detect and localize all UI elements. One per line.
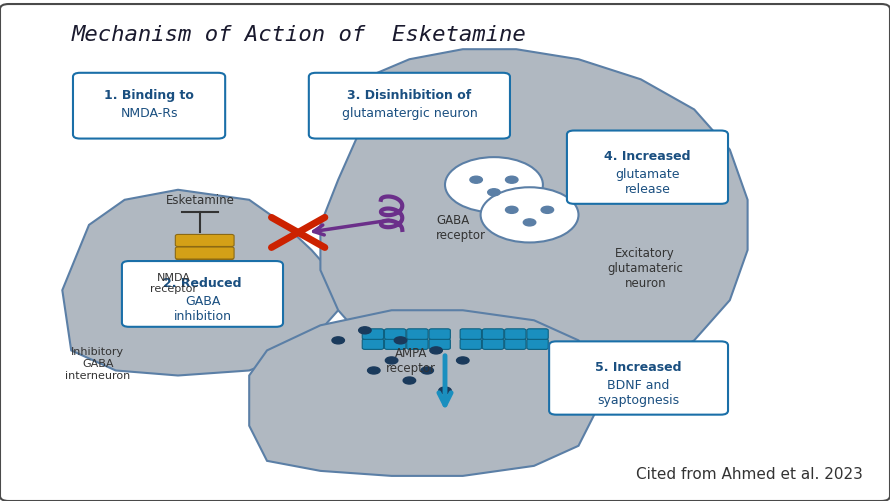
FancyBboxPatch shape [407, 329, 428, 340]
Circle shape [430, 347, 442, 354]
Circle shape [421, 367, 433, 374]
Circle shape [457, 357, 469, 364]
Circle shape [359, 327, 371, 334]
FancyBboxPatch shape [384, 329, 406, 340]
FancyBboxPatch shape [73, 74, 225, 139]
FancyBboxPatch shape [384, 339, 406, 350]
FancyBboxPatch shape [429, 339, 450, 350]
FancyBboxPatch shape [362, 329, 384, 340]
Text: BDNF and
syaptognesis: BDNF and syaptognesis [597, 378, 680, 406]
Circle shape [481, 188, 578, 243]
Text: Inhibitory
GABA
interneuron: Inhibitory GABA interneuron [65, 347, 131, 380]
FancyBboxPatch shape [122, 262, 283, 327]
FancyBboxPatch shape [527, 339, 548, 350]
Circle shape [506, 207, 518, 214]
FancyBboxPatch shape [527, 329, 548, 340]
FancyBboxPatch shape [309, 74, 510, 139]
Circle shape [394, 337, 407, 344]
Circle shape [189, 304, 203, 312]
Text: glutamate
release: glutamate release [615, 168, 680, 196]
Circle shape [332, 337, 344, 344]
Text: 5. Increased: 5. Increased [595, 360, 682, 373]
FancyBboxPatch shape [175, 260, 234, 272]
Text: Esketamine: Esketamine [166, 194, 235, 207]
Text: glutamatergic neuron: glutamatergic neuron [342, 107, 477, 119]
FancyBboxPatch shape [460, 329, 481, 340]
FancyBboxPatch shape [482, 329, 504, 340]
Text: AMPA
receptor: AMPA receptor [386, 347, 436, 375]
Circle shape [206, 299, 221, 307]
Circle shape [523, 219, 536, 226]
Circle shape [445, 158, 543, 213]
FancyBboxPatch shape [429, 329, 450, 340]
Circle shape [385, 357, 398, 364]
Circle shape [506, 177, 518, 184]
Text: NMDA
receptor: NMDA receptor [150, 272, 197, 294]
Text: GABA
inhibition: GABA inhibition [174, 295, 231, 322]
FancyBboxPatch shape [505, 329, 526, 340]
FancyBboxPatch shape [407, 339, 428, 350]
FancyBboxPatch shape [505, 339, 526, 350]
Text: GABA
receptor: GABA receptor [436, 214, 486, 242]
Text: Cited from Ahmed et al. 2023: Cited from Ahmed et al. 2023 [636, 466, 863, 481]
Circle shape [189, 287, 203, 295]
Polygon shape [320, 50, 748, 401]
Circle shape [541, 207, 554, 214]
Polygon shape [249, 311, 596, 476]
Text: 4. Increased: 4. Increased [604, 150, 691, 163]
Circle shape [488, 189, 500, 196]
FancyBboxPatch shape [0, 5, 890, 501]
FancyBboxPatch shape [175, 235, 234, 247]
Text: NMDA-Rs: NMDA-Rs [120, 107, 178, 119]
Circle shape [403, 377, 416, 384]
FancyBboxPatch shape [482, 339, 504, 350]
FancyBboxPatch shape [362, 339, 384, 350]
FancyBboxPatch shape [549, 342, 728, 415]
Circle shape [439, 387, 451, 394]
Text: Excitatory
glutamateric
neuron: Excitatory glutamateric neuron [607, 246, 684, 290]
Text: Mechanism of Action of  Esketamine: Mechanism of Action of Esketamine [71, 25, 526, 45]
FancyBboxPatch shape [175, 247, 234, 260]
Circle shape [224, 304, 239, 312]
Circle shape [470, 177, 482, 184]
Text: 1. Binding to: 1. Binding to [104, 89, 194, 101]
FancyBboxPatch shape [460, 339, 481, 350]
Circle shape [224, 287, 239, 295]
Circle shape [165, 268, 263, 323]
Circle shape [368, 367, 380, 374]
Text: 2. Reduced: 2. Reduced [163, 277, 242, 289]
Text: 3. Disinhibition of: 3. Disinhibition of [347, 89, 472, 101]
FancyBboxPatch shape [567, 131, 728, 204]
Polygon shape [62, 190, 338, 376]
